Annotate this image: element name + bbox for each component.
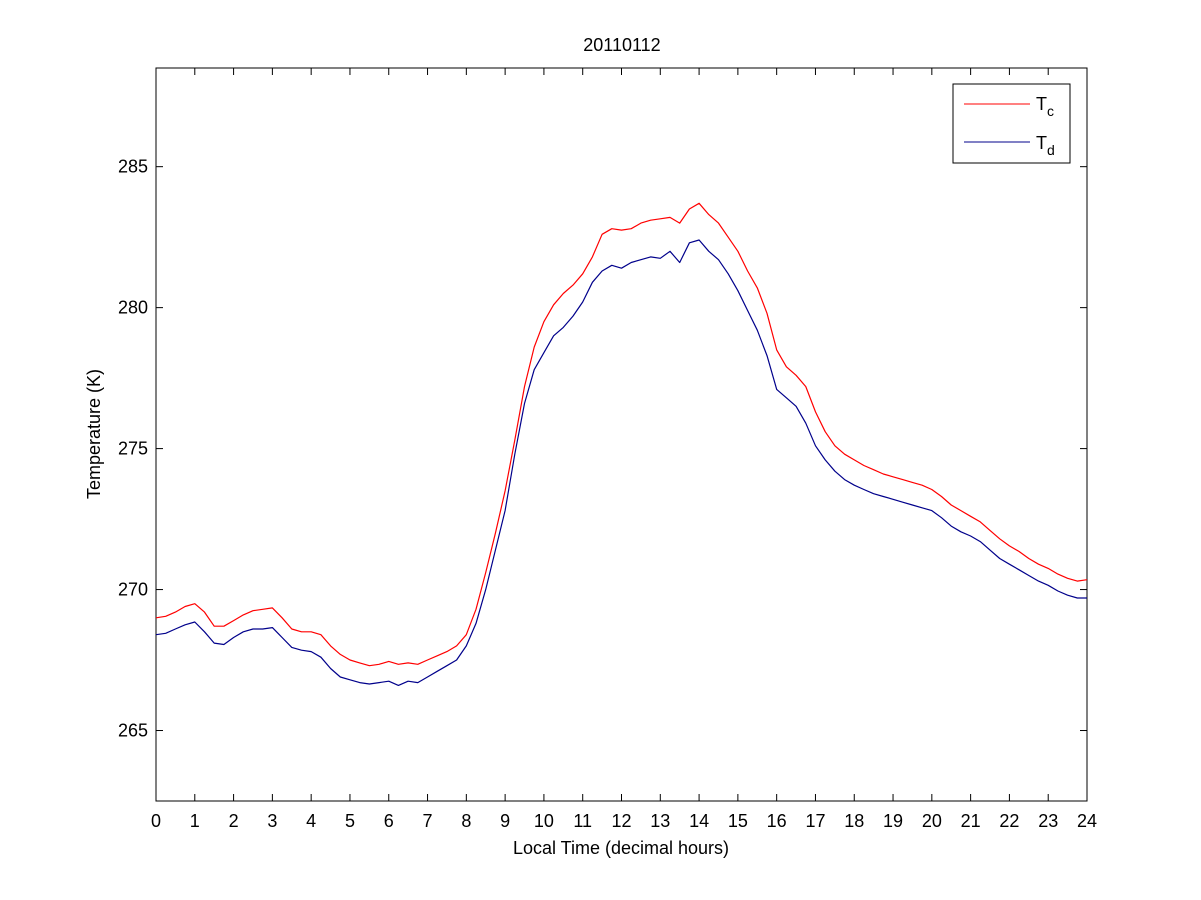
- legend-box: [952, 83, 1071, 164]
- x-tick-label: 21: [961, 811, 981, 831]
- tick-layer: 0 1 2 3 4 5 6 7 8 9 10 11 12 13 14 15 16 17 18 19 20 21 22 23 24…: [118, 68, 1097, 831]
- x-tick-label: 12: [611, 811, 631, 831]
- y-tick-label: 265: [118, 721, 148, 741]
- x-tick-label: 9: [500, 811, 510, 831]
- x-tick-label: 22: [999, 811, 1019, 831]
- series-line-td: [155, 239, 1087, 687]
- x-tick-label: 17: [805, 811, 825, 831]
- x-tick-label: 24: [1077, 811, 1097, 831]
- x-tick-label: 4: [306, 811, 316, 831]
- x-tick-label: 10: [534, 811, 554, 831]
- x-tick-label: 1: [190, 811, 200, 831]
- legend-label-tc-base: T: [1036, 94, 1047, 114]
- x-tick-label: 11: [573, 811, 592, 831]
- y-tick-label: 280: [118, 298, 148, 318]
- legend-label-td-sub: d: [1047, 142, 1055, 158]
- x-tick-label: 13: [650, 811, 670, 831]
- x-tick-label: 3: [267, 811, 277, 831]
- legend: Tc Td: [952, 83, 1071, 164]
- legend-label-td-base: T: [1036, 133, 1047, 153]
- legend-label-td: Td: [1036, 133, 1055, 158]
- y-axis-label: Temperature (K): [84, 369, 104, 499]
- y-tick-label: 285: [118, 157, 148, 177]
- x-tick-label: 2: [229, 811, 239, 831]
- x-tick-label: 19: [883, 811, 903, 831]
- x-tick-label: 15: [728, 811, 748, 831]
- x-tick-label: 8: [461, 811, 471, 831]
- legend-label-tc: Tc: [1036, 94, 1054, 119]
- plot-area: 0 1 2 3 4 5 6 7 8 9 10 11 12 13 14 15 16 17 18 19 20 21 22 23 24…: [118, 67, 1097, 831]
- chart-title: 20110112: [583, 35, 660, 55]
- x-tick-label: 23: [1038, 811, 1058, 831]
- x-tick-label: 18: [844, 811, 864, 831]
- y-tick-label: 270: [118, 580, 148, 600]
- x-tick-label: 20: [922, 811, 942, 831]
- x-tick-label: 0: [151, 811, 161, 831]
- y-tick-label: 275: [118, 439, 148, 459]
- series-line-tc: [155, 202, 1088, 667]
- series-layer: [155, 202, 1088, 687]
- x-tick-label: 14: [689, 811, 709, 831]
- x-tick-label: 7: [423, 811, 433, 831]
- x-tick-label: 6: [384, 811, 394, 831]
- legend-label-tc-sub: c: [1047, 103, 1054, 119]
- x-tick-label: 5: [345, 811, 355, 831]
- x-axis-label: Local Time (decimal hours): [513, 838, 729, 858]
- x-tick-label: 16: [767, 811, 787, 831]
- axes-box: [155, 67, 1088, 802]
